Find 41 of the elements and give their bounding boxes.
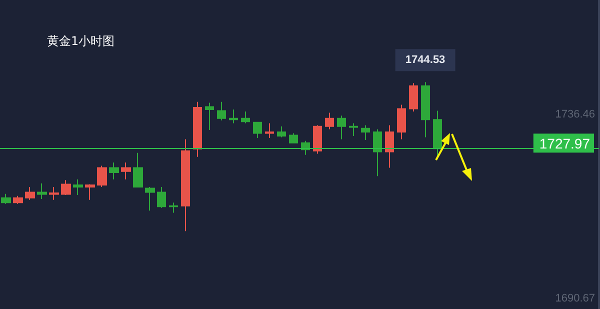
candlestick [181,138,190,232]
candlestick [193,101,202,158]
candlestick [337,115,346,140]
annotation: 1744.53 [405,54,446,66]
ref-line-label: 1727.97 [539,136,590,152]
candlestick [169,202,178,214]
candlestick [97,165,107,188]
candlestick [37,182,47,200]
candlestick [1,193,11,204]
candlestick [361,124,370,141]
candlestick [229,109,238,124]
candlestick [49,186,59,200]
candlestick [385,124,394,168]
candlestick [373,128,382,177]
candlestick [25,186,35,200]
candlestick [133,152,143,188]
candlestick [85,184,95,200]
candlestick [289,132,298,144]
candlestick [313,124,322,154]
candlestick [253,122,262,139]
y-tick-label: 1736.46 [555,108,595,121]
candlestick [433,110,442,158]
candlestick [265,122,274,139]
candlestick [145,186,155,212]
candlestick [421,82,430,138]
candlestick [13,195,23,204]
candlestick [349,122,358,137]
candlestick [121,162,131,180]
candlestick [205,102,214,131]
text: 黄金1小时图 [47,34,115,48]
candlestick [325,112,334,130]
candlestick [157,186,166,208]
candlestick [61,180,71,196]
candlestick [277,126,286,138]
candlestick [241,111,250,124]
y-tick-label: 1690.67 [555,292,595,304]
candlestick [397,104,406,140]
candlestick [409,82,418,112]
candlestick [217,101,226,121]
candlestick [109,162,119,180]
candlestick [73,178,83,196]
